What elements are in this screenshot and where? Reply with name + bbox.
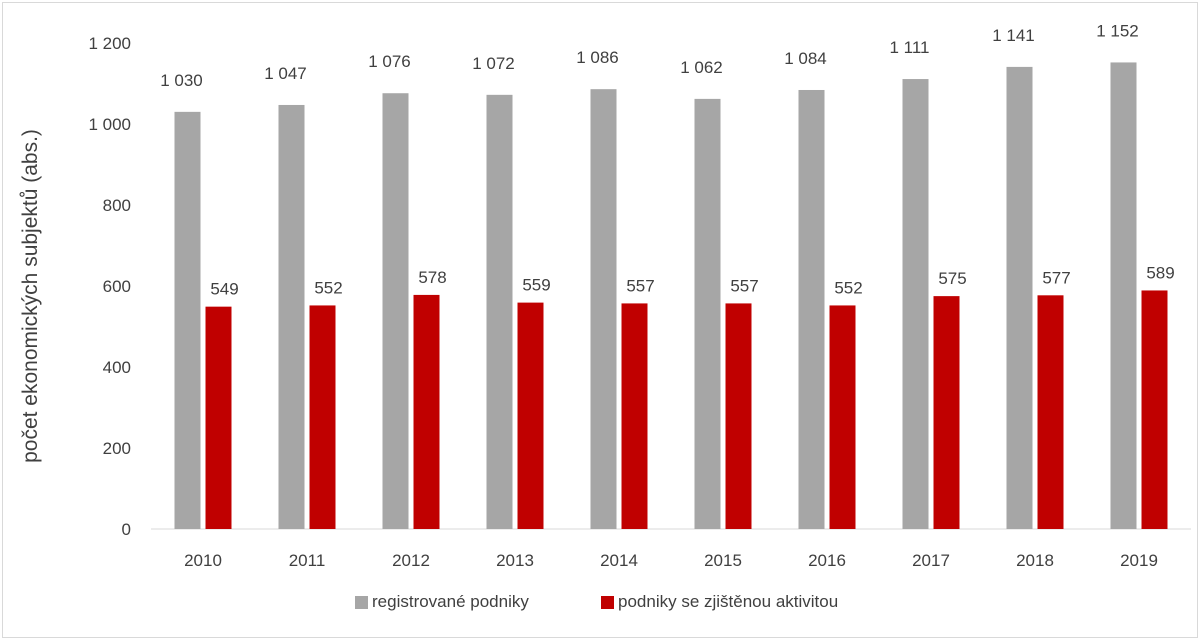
x-tick-label: 2016 (808, 551, 846, 570)
data-label-podniky-se-zjistenou-aktivitou: 557 (730, 276, 758, 295)
data-label-podniky-se-zjistenou-aktivitou: 559 (522, 276, 550, 295)
data-label-registrovane-podniky: 1 111 (889, 38, 929, 57)
data-label-podniky-se-zjistenou-aktivitou: 578 (418, 268, 446, 287)
bar-podniky-se-zjistenou-aktivitou (1141, 290, 1168, 529)
bar-podniky-se-zjistenou-aktivitou (205, 306, 232, 529)
x-tick-label: 2010 (184, 551, 222, 570)
data-label-registrovane-podniky: 1 062 (680, 58, 723, 77)
bar-registrovane-podniky (902, 79, 929, 530)
x-tick-label: 2014 (600, 551, 638, 570)
bar-podniky-se-zjistenou-aktivitou (621, 303, 648, 529)
bar-registrovane-podniky (174, 111, 201, 529)
bar-podniky-se-zjistenou-aktivitou (725, 303, 752, 529)
data-label-podniky-se-zjistenou-aktivitou: 557 (626, 276, 654, 295)
y-tick-label: 0 (122, 520, 131, 539)
data-label-registrovane-podniky: 1 030 (160, 71, 203, 90)
bar-podniky-se-zjistenou-aktivitou (517, 302, 544, 529)
data-label-registrovane-podniky: 1 084 (784, 49, 827, 68)
bar-registrovane-podniky (1006, 66, 1033, 529)
data-label-podniky-se-zjistenou-aktivitou: 589 (1146, 263, 1174, 282)
x-tick-label: 2011 (289, 551, 326, 570)
x-tick-label: 2015 (704, 551, 742, 570)
data-label-registrovane-podniky: 1 152 (1096, 21, 1139, 40)
bar-registrovane-podniky (278, 104, 305, 529)
bar-registrovane-podniky (486, 94, 513, 529)
bar-podniky-se-zjistenou-aktivitou (1037, 295, 1064, 529)
data-label-registrovane-podniky: 1 141 (992, 26, 1035, 45)
data-label-podniky-se-zjistenou-aktivitou: 575 (938, 269, 966, 288)
bar-registrovane-podniky (694, 98, 721, 529)
x-tick-label: 2017 (912, 551, 950, 570)
data-label-registrovane-podniky: 1 047 (264, 64, 307, 83)
legend-label-registrovane-podniky: registrované podniky (372, 592, 529, 611)
y-tick-label: 600 (103, 277, 131, 296)
data-label-registrovane-podniky: 1 072 (472, 54, 515, 73)
data-label-registrovane-podniky: 1 086 (576, 48, 619, 67)
x-tick-label: 2019 (1120, 551, 1158, 570)
legend-label-podniky-se-zjistenou-aktivitou: podniky se zjištěnou aktivitou (618, 592, 838, 611)
y-tick-label: 800 (103, 196, 131, 215)
y-tick-label: 1 200 (88, 34, 131, 53)
bar-registrovane-podniky (590, 89, 617, 530)
bar-podniky-se-zjistenou-aktivitou (309, 305, 336, 529)
data-label-podniky-se-zjistenou-aktivitou: 552 (314, 278, 342, 297)
x-tick-label: 2018 (1016, 551, 1054, 570)
data-label-podniky-se-zjistenou-aktivitou: 577 (1042, 268, 1070, 287)
bar-registrovane-podniky (1110, 62, 1137, 529)
data-label-podniky-se-zjistenou-aktivitou: 552 (834, 278, 862, 297)
bar-podniky-se-zjistenou-aktivitou (413, 294, 440, 529)
bar-registrovane-podniky (382, 93, 409, 529)
data-label-podniky-se-zjistenou-aktivitou: 549 (210, 280, 238, 299)
y-tick-label: 400 (103, 358, 131, 377)
x-tick-label: 2013 (496, 551, 534, 570)
bar-registrovane-podniky (798, 89, 825, 529)
bar-podniky-se-zjistenou-aktivitou (829, 305, 856, 529)
y-tick-label: 200 (103, 439, 131, 458)
legend-swatch-registrovane-podniky (355, 596, 368, 609)
bar-podniky-se-zjistenou-aktivitou (933, 296, 960, 529)
x-tick-label: 2012 (392, 551, 430, 570)
legend-swatch-podniky-se-zjistenou-aktivitou (601, 596, 614, 609)
data-label-registrovane-podniky: 1 076 (368, 52, 411, 71)
bar-chart: počet ekonomických subjektů (abs.) 0 200 40… (19, 21, 1191, 611)
y-axis-title: počet ekonomických subjektů (abs.) (19, 129, 42, 463)
y-tick-label: 1 000 (88, 115, 131, 134)
